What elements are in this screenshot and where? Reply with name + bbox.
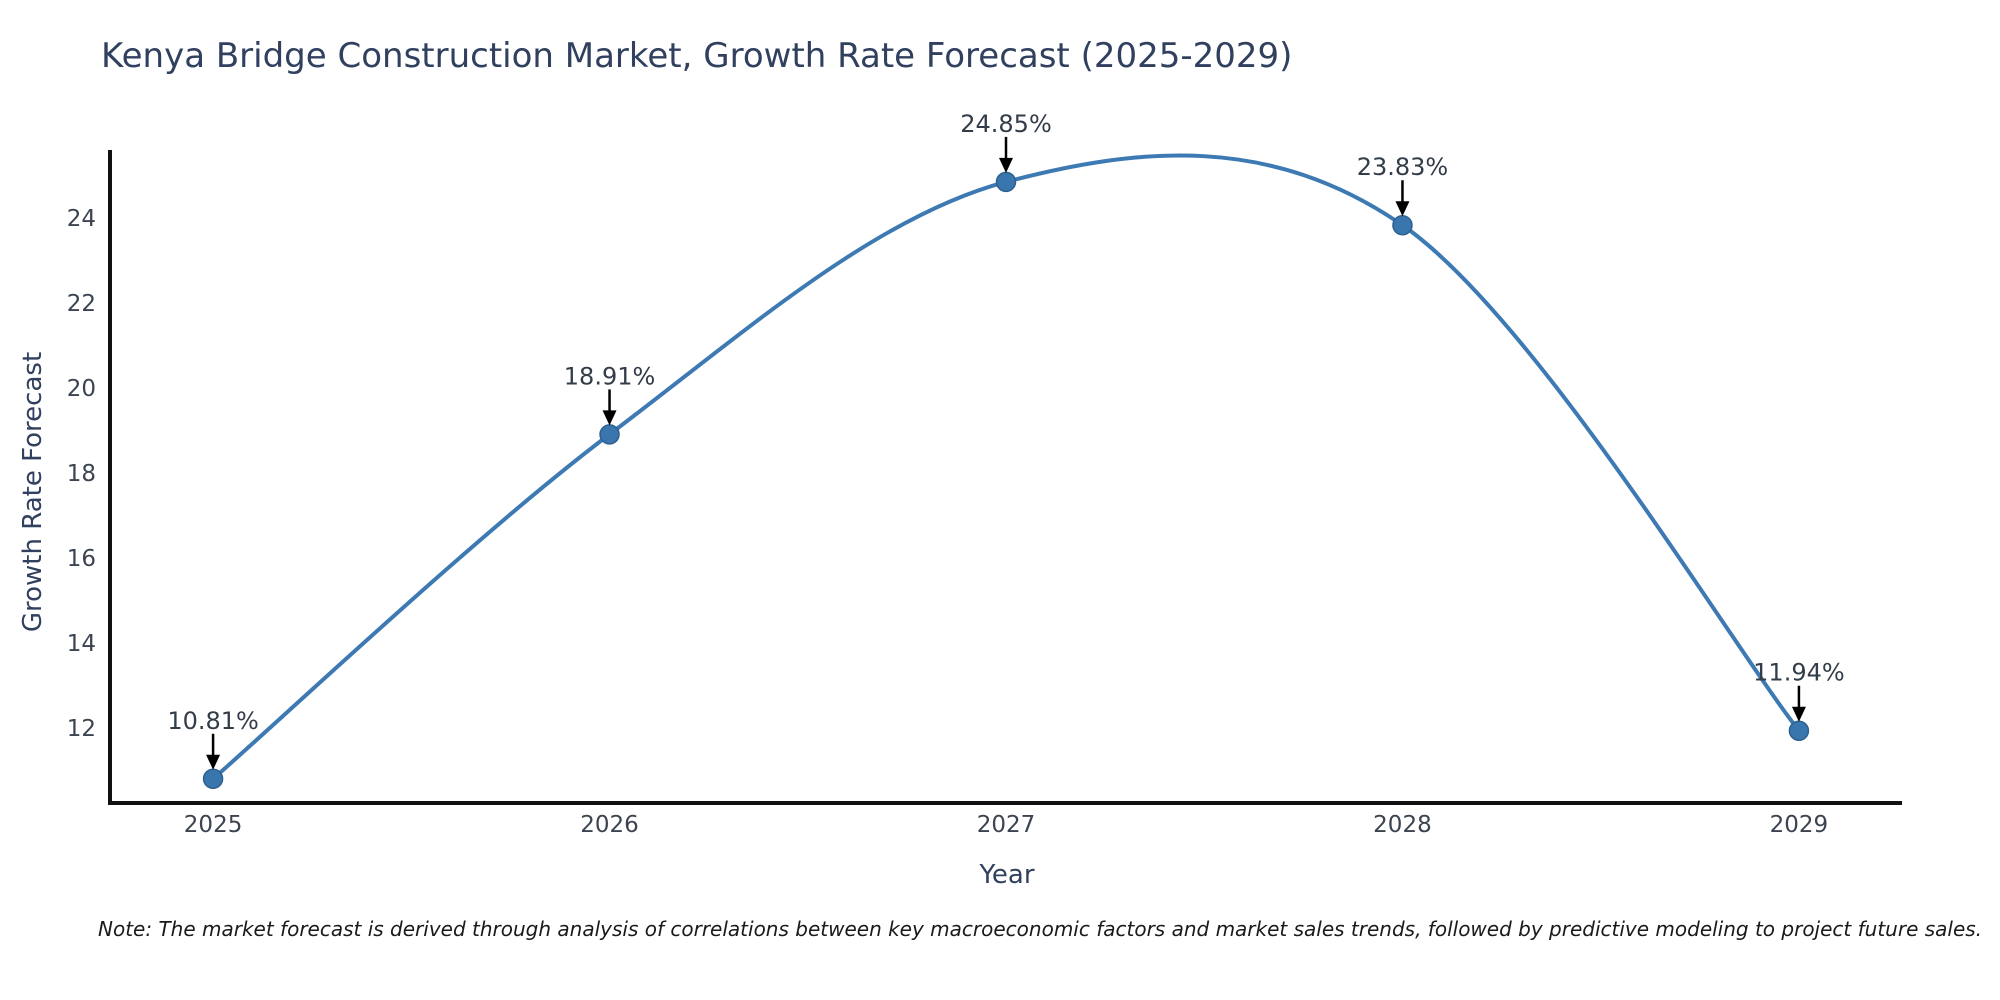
y-axis-title: Growth Rate Forecast: [18, 351, 48, 633]
x-tick-label: 2026: [580, 812, 639, 838]
annotation-arrowhead: [206, 754, 221, 770]
x-tick-label: 2027: [977, 812, 1036, 838]
y-tick-label: 16: [67, 546, 96, 572]
annotation-arrowhead: [602, 410, 617, 426]
data-point-marker: [1392, 214, 1413, 236]
forecast-line: [211, 153, 1801, 781]
annotation-label: 18.91%: [564, 362, 656, 390]
annotation-arrowhead: [999, 157, 1013, 173]
y-tick-label: 24: [67, 206, 96, 232]
data-point-marker: [995, 171, 1017, 193]
x-tick-label: 2029: [1770, 812, 1829, 838]
annotation-label: 11.94%: [1753, 659, 1845, 687]
data-point-marker: [202, 768, 224, 790]
y-tick-label: 12: [67, 716, 96, 742]
x-axis-title: Year: [979, 860, 1035, 890]
annotation-arrowhead: [1791, 706, 1806, 722]
annotation-label: 10.81%: [167, 707, 259, 735]
annotation-label: 23.83%: [1357, 153, 1449, 181]
x-tick-label: 2025: [184, 812, 243, 838]
annotation-label: 24.85%: [960, 110, 1052, 138]
chart-title: Kenya Bridge Construction Market, Growth…: [101, 36, 1293, 76]
y-tick-label: 22: [67, 291, 96, 317]
data-point-marker: [599, 424, 620, 445]
y-tick-label: 14: [67, 631, 96, 657]
footnote: Note: The market forecast is derived thr…: [98, 917, 1983, 941]
data-point-marker: [1788, 720, 1810, 741]
x-tick-label: 2028: [1373, 812, 1432, 838]
y-tick-label: 18: [67, 461, 96, 487]
y-tick-label: 20: [67, 376, 96, 402]
annotation-arrowhead: [1395, 201, 1410, 217]
